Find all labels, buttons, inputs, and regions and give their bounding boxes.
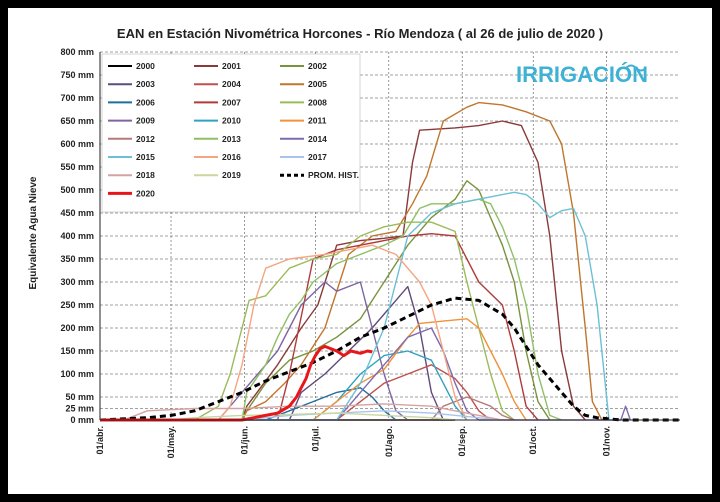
y-tick-label: 350 mm	[60, 254, 94, 264]
y-tick-label: 250 mm	[60, 300, 94, 310]
series-line-2016	[100, 244, 468, 421]
legend-label-2001: 2001	[222, 61, 241, 71]
x-tick-label: 01/oct.	[528, 426, 538, 455]
y-tick-label: 0 mm	[70, 415, 94, 425]
legend-label-2012: 2012	[136, 134, 155, 144]
legend-label-2000: 2000	[136, 61, 155, 71]
y-tick-label: 700 mm	[60, 93, 94, 103]
legend-label-2003: 2003	[136, 79, 155, 89]
y-tick-label: 600 mm	[60, 139, 94, 149]
legend-label-2018: 2018	[136, 170, 155, 180]
y-tick-label: 450 mm	[60, 208, 94, 218]
legend-label-2006: 2006	[136, 97, 155, 107]
logo-wave-icon	[625, 64, 647, 72]
x-tick-label: 01/abr.	[95, 426, 105, 455]
series-line-2013	[100, 198, 562, 421]
legend-label-2009: 2009	[136, 116, 155, 126]
y-tick-label: 300 mm	[60, 277, 94, 287]
legend-label-2019: 2019	[222, 170, 241, 180]
legend-label-2011: 2011	[308, 116, 327, 126]
logo-text: IRRIGACIÓN	[516, 62, 648, 87]
legend-label-2013: 2013	[222, 134, 241, 144]
series-line-2001	[100, 120, 586, 421]
x-tick-label: 01/may.	[166, 426, 176, 458]
legend-label-2017: 2017	[308, 152, 327, 162]
legend-label-2020: 2020	[136, 188, 155, 198]
y-tick-label: 750 mm	[60, 70, 94, 80]
x-tick-label: 01/sep.	[457, 426, 467, 457]
y-tick-label: 650 mm	[60, 116, 94, 126]
series-line-2004	[100, 364, 492, 421]
series-line-2002	[100, 180, 551, 421]
legend-label-2008: 2008	[308, 97, 327, 107]
legend-label-2015: 2015	[136, 152, 155, 162]
y-tick-label: 550 mm	[60, 162, 94, 172]
legend-label-2016: 2016	[222, 152, 241, 162]
legend: 2000 2001 2002 2003 2004 2005 2006 2007 2008 2009…	[101, 53, 361, 213]
series-line-prom-hist-	[99, 296, 680, 422]
series-line-2007	[100, 233, 539, 421]
y-tick-label: 400 mm	[60, 231, 94, 241]
series-line-2008	[100, 221, 515, 421]
legend-box	[101, 53, 361, 213]
y-tick-label: 500 mm	[60, 185, 94, 195]
legend-label-2007: 2007	[222, 97, 241, 107]
x-tick-label: 01/jul.	[310, 426, 320, 452]
series-line-2020	[100, 344, 373, 422]
series-line-2005	[100, 101, 603, 421]
chart-title: EAN en Estación Nivométrica Horcones - R…	[117, 26, 603, 41]
legend-label-2004: 2004	[222, 79, 241, 89]
legend-label-2005: 2005	[308, 79, 327, 89]
y-axis-label: Equivalente Agua Nieve	[28, 176, 39, 289]
x-tick-label: 01/ago.	[384, 426, 394, 457]
ean-chart: EAN en Estación Nivométrica Horcones - R…	[28, 26, 680, 458]
y-tick-label: 200 mm	[60, 323, 94, 333]
irrigacion-logo: IRRIGACIÓN	[516, 62, 648, 87]
y-tick-label: 25 mm	[65, 404, 94, 414]
x-tick-label: 01/jun.	[239, 426, 249, 455]
chart-frame: EAN en Estación Nivométrica Horcones - R…	[8, 8, 712, 494]
y-tick-label: 800 mm	[60, 47, 94, 57]
x-tick-label: 01/nov.	[602, 426, 612, 456]
series-line-2011	[100, 318, 527, 421]
y-tick-label: 50 mm	[65, 392, 94, 402]
legend-label-prom-hist-: PROM. HIST.	[308, 170, 359, 180]
legend-label-2014: 2014	[308, 134, 327, 144]
legend-label-2010: 2010	[222, 116, 241, 126]
series-line-2015	[100, 191, 610, 421]
legend-label-2002: 2002	[308, 61, 327, 71]
y-tick-label: 150 mm	[60, 346, 94, 356]
y-tick-label: 100 mm	[60, 369, 94, 379]
